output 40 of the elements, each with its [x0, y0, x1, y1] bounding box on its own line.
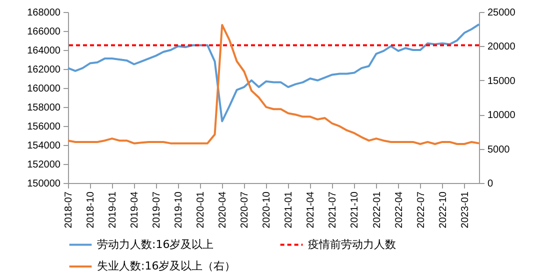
x-tick-label: 2022-10: [438, 191, 449, 228]
x-tick-label: 2020-01: [196, 191, 207, 228]
y-tick-label: 164000: [27, 46, 61, 56]
y2-tick-label: 0: [488, 178, 494, 190]
x-tick-label: 2019-07: [152, 191, 163, 228]
x-tick-label: 2021-07: [328, 191, 339, 228]
x-tick-label: 2020-07: [240, 191, 251, 228]
line-series: [67, 23, 480, 122]
x-tick-label: 2018-10: [86, 191, 97, 228]
y2-tick-label: 10000: [488, 110, 516, 122]
y2-tick-label: 15000: [488, 76, 516, 87]
x-tick-label: 2022-07: [416, 191, 427, 228]
y-tick-label: 156000: [27, 122, 61, 132]
y-tick-label: 152000: [27, 160, 61, 170]
y-tick-label: 160000: [27, 84, 61, 94]
y-tick-label: 150000: [27, 178, 61, 190]
y2-tick-label: 20000: [488, 42, 516, 53]
x-tick-label: 2018-07: [64, 191, 74, 228]
y2-tick-label: 25000: [488, 8, 516, 18]
x-tick-label: 2019-10: [174, 191, 185, 228]
legend-label: 失业人数:16岁及以上（右）: [97, 260, 236, 272]
x-tick-label: 2021-01: [284, 191, 295, 228]
x-tick-label: 2021-04: [306, 191, 317, 228]
y-tick-label: 168000: [27, 8, 61, 18]
legend-label: 劳动力人数:16岁及以上: [97, 238, 214, 251]
y-tick-label: 166000: [27, 26, 61, 38]
x-tick-label: 2022-04: [394, 191, 405, 228]
line-series: [67, 24, 480, 146]
x-tick-label: 2022-01: [372, 191, 383, 228]
y-tick-label: 158000: [27, 102, 61, 114]
x-tick-label: 2019-04: [130, 191, 141, 228]
legend-label: 疫情前劳动力人数: [308, 238, 396, 251]
x-tick-label: 2020-10: [262, 191, 273, 228]
x-tick-label: 2021-10: [350, 191, 361, 228]
y-tick-label: 154000: [27, 140, 61, 152]
x-tick-label: 2023-01: [460, 191, 471, 228]
y2-tick-label: 5000: [488, 144, 510, 156]
x-tick-label: 2020-04: [218, 191, 229, 228]
y-tick-label: 162000: [27, 64, 61, 76]
x-tick-label: 2019-01: [108, 191, 119, 228]
